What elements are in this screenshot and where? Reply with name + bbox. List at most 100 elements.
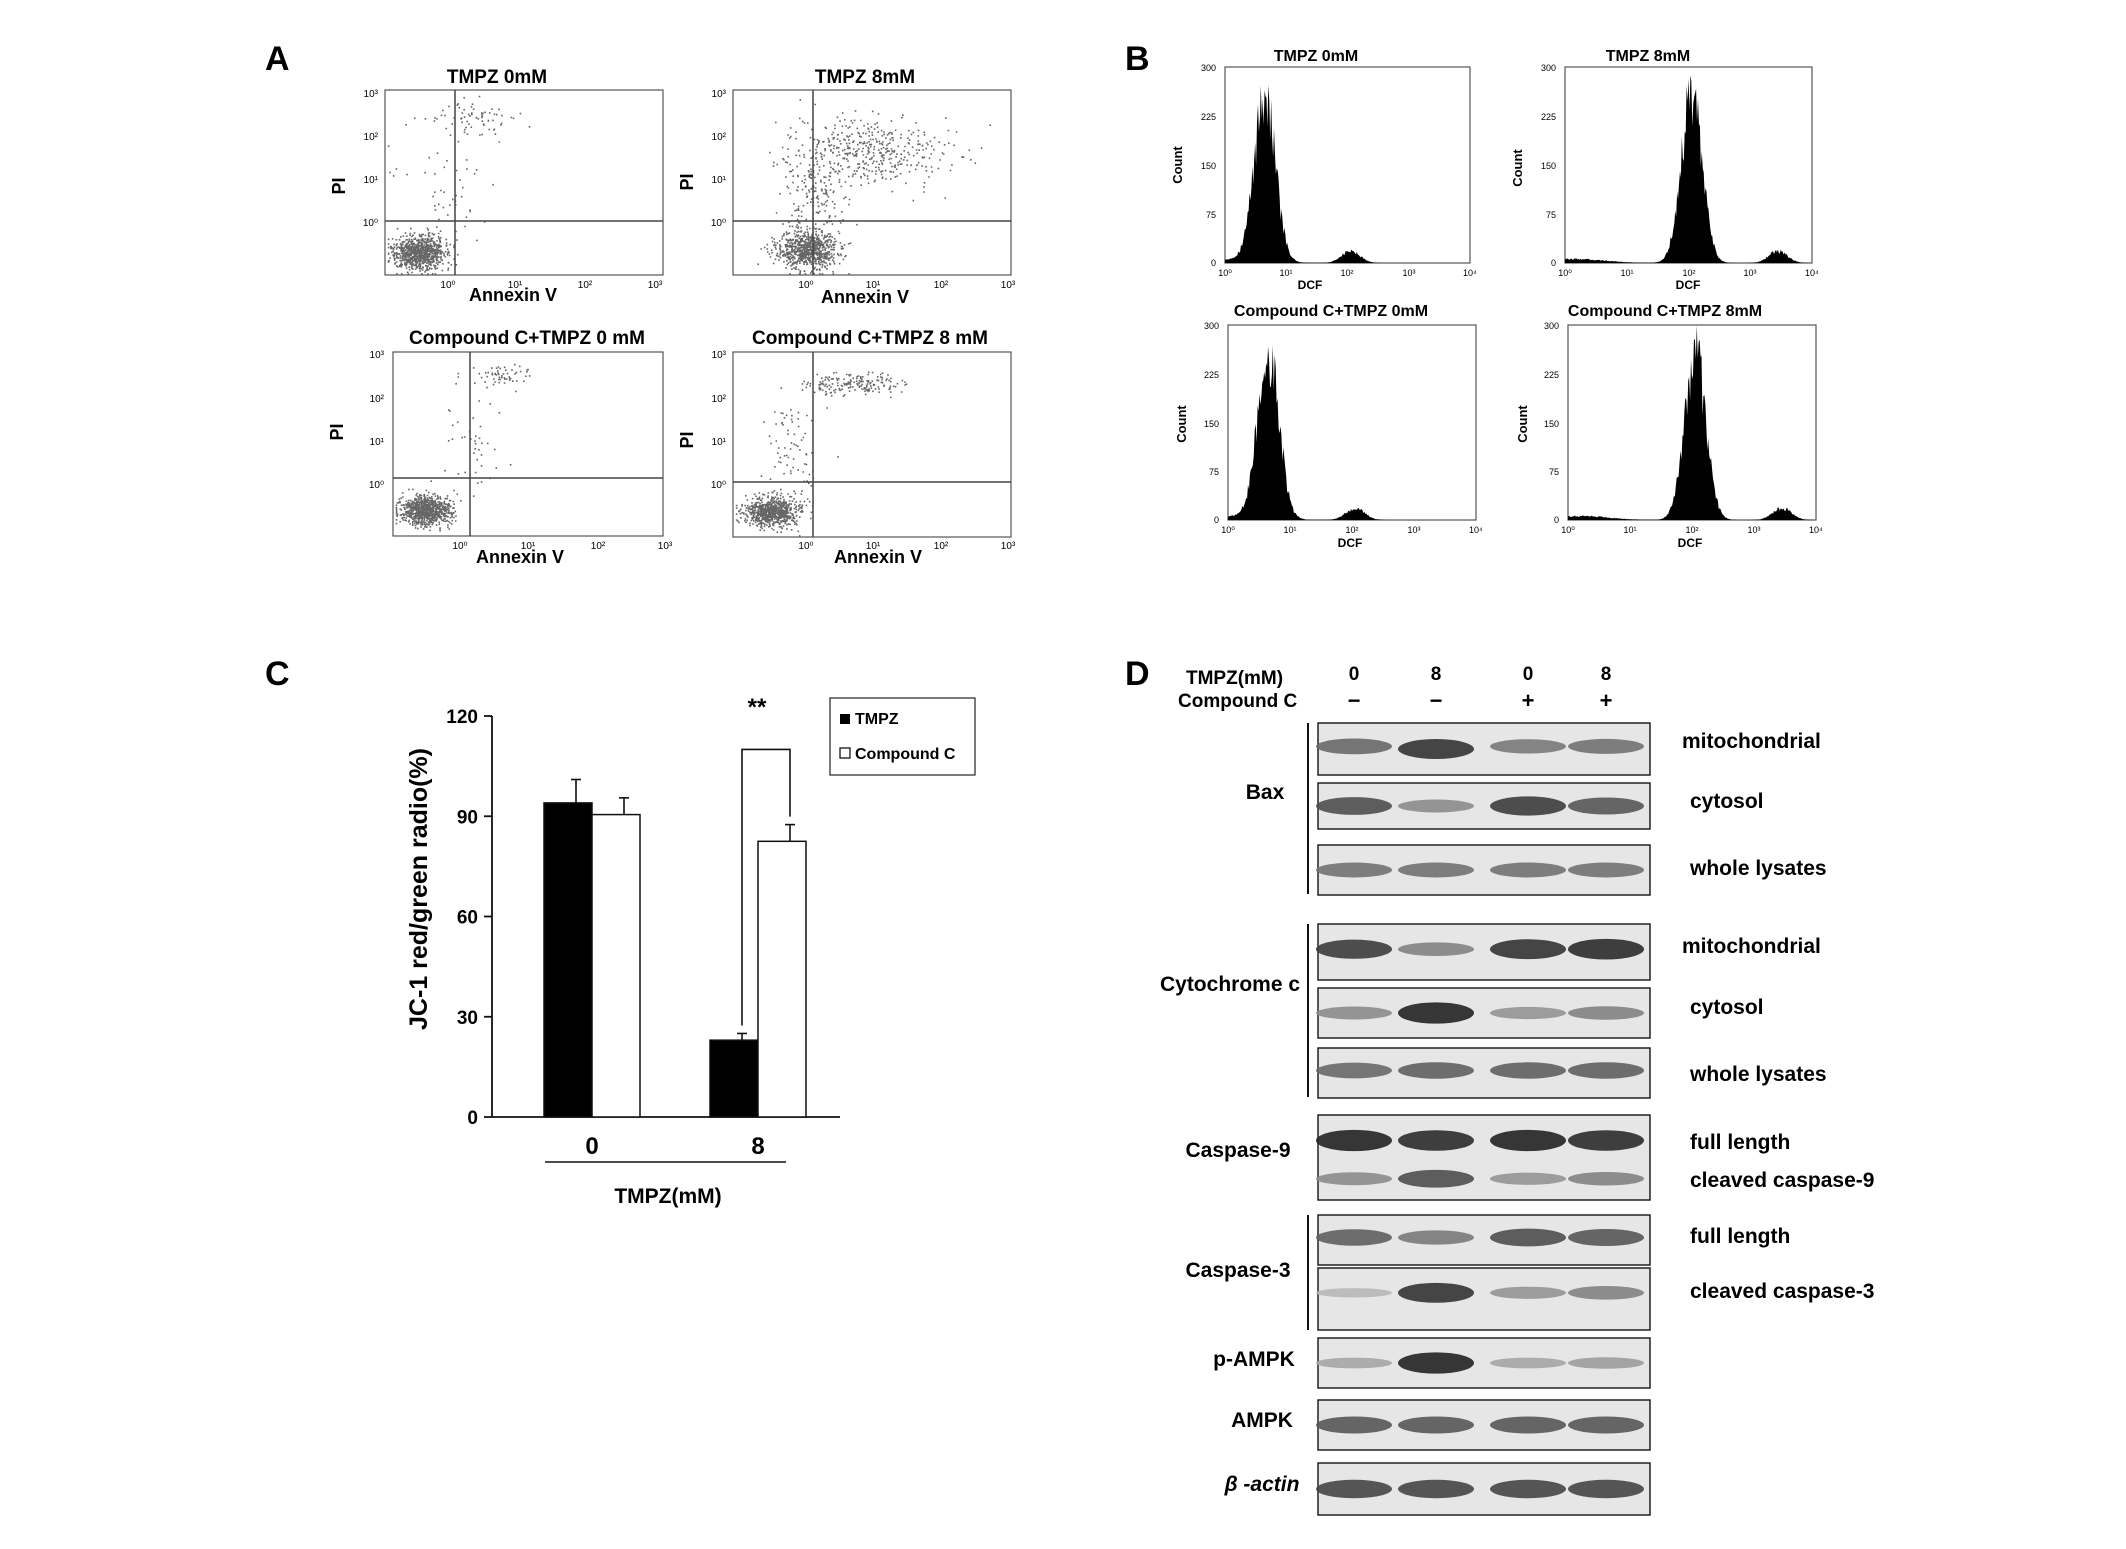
histogram-distribution	[1565, 75, 1812, 263]
x-axis-label: DCF	[1298, 278, 1323, 292]
dotplot-4: Compound C+TMPZ 8 mM PI 10³ 10² 10¹ 10⁰ …	[677, 328, 1016, 567]
y-axis-label: Count	[1510, 149, 1525, 187]
panel-letter-d: D	[1125, 655, 1150, 693]
group-label-bax: Bax	[1246, 781, 1285, 804]
x-tick-label: 10¹	[1283, 525, 1296, 535]
legend-frame	[829, 697, 976, 776]
y-tick-label: 10²	[712, 132, 727, 143]
blot-band	[1568, 1357, 1644, 1369]
y-tick-label: 30	[457, 1008, 478, 1029]
x-tick-label: 10¹	[1279, 268, 1292, 278]
y-tick-label: 60	[457, 908, 478, 929]
blot-band	[1316, 738, 1392, 755]
histogram-fill	[1565, 75, 1812, 263]
blot-band	[1398, 1169, 1474, 1188]
x-tick-label: 10¹	[521, 541, 536, 552]
y-tick-label: 10²	[364, 132, 379, 143]
histogram-4: Compound C+TMPZ 8mM Count 300 225 150 75…	[1515, 303, 1823, 550]
histogram-title: Compound C+TMPZ 0mM	[1234, 303, 1428, 320]
dotplot-title: TMPZ 8mM	[815, 67, 915, 88]
y-tick-label: 10³	[712, 350, 727, 361]
blot-strip	[1316, 722, 1651, 776]
y-tick-label: 300	[1204, 321, 1219, 331]
x-tick-label: 10⁰	[798, 541, 813, 552]
dotplot-title: TMPZ 0mM	[447, 67, 547, 88]
y-tick-label: 0	[1554, 515, 1559, 525]
lane-tmpz-1: 0	[1349, 664, 1360, 685]
histogram-title: Compound C+TMPZ 8mM	[1568, 303, 1762, 320]
group-label-ampk: AMPK	[1231, 1409, 1293, 1432]
blot-band	[1398, 1002, 1474, 1024]
bar-compound-c-8	[757, 840, 807, 1118]
header-tmpz-label: TMPZ(mM)	[1186, 668, 1283, 689]
blot-band	[1490, 1006, 1566, 1020]
dotplot-title: Compound C+TMPZ 0 mM	[409, 328, 645, 349]
bar-chart: 0 30 60 90 120 0 8	[446, 707, 840, 1160]
y-tick-label: 300	[1541, 63, 1556, 73]
blot-band	[1316, 939, 1392, 959]
lane-compound-4: +	[1600, 688, 1613, 713]
y-tick-label: 10³	[712, 89, 727, 100]
blot-band	[1568, 938, 1644, 960]
blot-band	[1568, 862, 1644, 878]
x-tick-label: 10⁴	[1463, 268, 1477, 278]
y-tick-label: 75	[1206, 210, 1216, 220]
histogram-distribution	[1568, 325, 1816, 520]
panel-d: TMPZ(mM) Compound C 0 8 0 8 − − + + Bax …	[1160, 664, 1874, 1516]
y-tick-label: 75	[1209, 467, 1219, 477]
panel-b: TMPZ 0mM Count 300 225 150 75 0 10⁰ 10¹ …	[1170, 48, 1823, 550]
blot-band	[1568, 738, 1644, 754]
panel-letter-b: B	[1125, 40, 1150, 78]
blot-band	[1316, 797, 1392, 815]
y-tick-label: 225	[1201, 112, 1216, 122]
y-axis-label: Count	[1170, 146, 1185, 184]
blot-band	[1398, 1130, 1474, 1151]
x-tick-label: 10⁴	[1469, 525, 1483, 535]
x-tick-label: 10⁴	[1809, 525, 1823, 535]
y-tick-label: 10¹	[364, 175, 379, 186]
y-tick-label: 75	[1549, 467, 1559, 477]
blot-strip	[1316, 1267, 1651, 1331]
y-tick-label: 225	[1204, 370, 1219, 380]
y-tick-label: 225	[1541, 112, 1556, 122]
blot-band	[1568, 797, 1644, 815]
blot-band	[1316, 1062, 1392, 1079]
y-tick-label: 150	[1541, 161, 1556, 171]
row-label: full length	[1690, 1225, 1790, 1248]
x-axis-label: DCF	[1338, 536, 1363, 550]
blot-band	[1568, 1416, 1644, 1434]
x-tick-label: 10⁰	[1558, 268, 1572, 278]
row-label: cleaved caspase-3	[1690, 1280, 1874, 1303]
x-axis-label: Annexin V	[821, 287, 909, 307]
y-tick-label: 10¹	[712, 175, 727, 186]
blot-band	[1316, 1006, 1392, 1020]
lane-tmpz-3: 0	[1523, 664, 1534, 685]
x-tick-label: 10²	[1345, 525, 1358, 535]
histogram-distribution	[1228, 345, 1476, 520]
x-tick-label: 10¹	[866, 541, 881, 552]
row-label: mitochondrial	[1682, 935, 1821, 958]
x-axis-label: Annexin V	[834, 547, 922, 567]
blot-band	[1490, 1129, 1566, 1152]
y-axis-label: Count	[1515, 405, 1530, 443]
blot-band	[1568, 1286, 1644, 1300]
legend-swatch-tmpz	[840, 714, 850, 724]
x-axis-label: Annexin V	[469, 285, 557, 305]
y-tick-label: 10²	[712, 394, 727, 405]
x-tick-label: 10²	[1340, 268, 1353, 278]
legend: TMPZ Compound C	[829, 697, 976, 776]
group-label-caspase-3: Caspase-3	[1185, 1259, 1290, 1282]
histogram-fill	[1228, 345, 1476, 520]
lane-compound-2: −	[1430, 688, 1443, 713]
y-tick-label: 75	[1546, 210, 1556, 220]
y-tick-label: 10⁰	[369, 480, 384, 491]
y-tick-label: 10⁰	[363, 218, 378, 229]
blot-strip	[1316, 1114, 1651, 1201]
blot-strip	[1316, 987, 1651, 1039]
blot-band	[1398, 739, 1474, 759]
blot-strip	[1316, 923, 1651, 981]
blot-band	[1568, 1006, 1644, 1020]
row-label: whole lysates	[1689, 1063, 1827, 1086]
x-tick-label: 10⁴	[1805, 268, 1819, 278]
